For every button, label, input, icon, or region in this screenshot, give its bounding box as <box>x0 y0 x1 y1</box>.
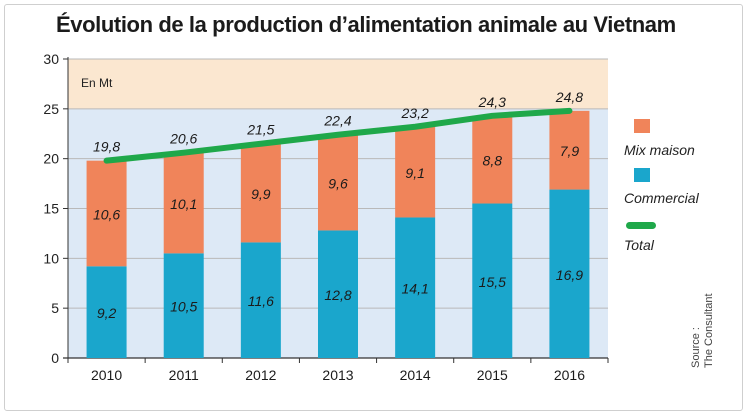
data-label-total: 24,8 <box>555 89 583 105</box>
bar-commercial <box>549 189 590 358</box>
data-label-commercial: 11,6 <box>248 293 274 309</box>
data-label-commercial: 12,8 <box>324 287 351 303</box>
data-label-total: 22,4 <box>323 113 351 129</box>
source-line-2: The Consultant <box>703 293 715 368</box>
y-tick-label: 0 <box>51 350 59 366</box>
y-tick-label: 5 <box>51 300 59 316</box>
chart-title: Évolution de la production d’alimentatio… <box>56 12 676 37</box>
legend-label-commercial: Commercial <box>624 190 699 206</box>
data-label-mix-maison: 9,6 <box>328 176 348 192</box>
x-tick-label: 2015 <box>477 367 508 383</box>
y-tick-label: 10 <box>43 250 59 266</box>
bar-mix-maison <box>86 160 127 267</box>
bar-commercial <box>240 242 281 358</box>
y-tick-label: 20 <box>43 151 59 167</box>
legend-swatch-mix-maison <box>634 119 650 133</box>
data-label-mix-maison: 10,6 <box>93 206 120 222</box>
data-label-commercial: 15,5 <box>479 274 506 290</box>
bar-mix-maison <box>163 152 204 254</box>
data-label-mix-maison: 9,9 <box>251 186 271 202</box>
bar-mix-maison <box>318 134 358 231</box>
x-tick-label: 2014 <box>400 367 431 383</box>
data-label-total: 24,3 <box>478 94 506 110</box>
legend-line-total <box>626 222 656 229</box>
source-note: Source : The Consultant <box>690 293 716 368</box>
bar-commercial <box>318 230 358 358</box>
data-label-mix-maison: 10,1 <box>170 196 197 212</box>
data-label-commercial: 10,5 <box>170 299 197 315</box>
legend-label-mix-maison: Mix maison <box>624 142 695 158</box>
x-tick-label: 2011 <box>169 367 199 383</box>
unit-label: En Mt <box>81 76 113 90</box>
data-label-total: 23,2 <box>401 105 429 121</box>
y-tick-label: 15 <box>43 201 59 217</box>
legend-label-total: Total <box>624 237 654 253</box>
data-label-total: 19,8 <box>93 139 120 155</box>
data-label-mix-maison: 7,9 <box>560 143 580 159</box>
data-label-commercial: 9,2 <box>97 305 117 321</box>
data-label-total: 21,5 <box>246 122 274 138</box>
data-label-commercial: 14,1 <box>402 281 429 297</box>
bar-commercial <box>472 203 513 358</box>
bar-commercial <box>395 217 436 358</box>
bar-mix-maison <box>395 126 436 218</box>
data-label-mix-maison: 8,8 <box>483 153 503 169</box>
plot-background-upper <box>68 59 608 109</box>
legend-swatch-commercial <box>634 168 650 182</box>
x-tick-label: 2013 <box>322 367 353 383</box>
x-tick-label: 2010 <box>91 367 122 383</box>
bar-mix-maison <box>240 143 281 243</box>
bar-commercial <box>163 253 204 358</box>
line-total <box>103 107 573 164</box>
data-label-total: 20,6 <box>169 131 197 147</box>
bar-mix-maison <box>472 115 513 204</box>
x-tick-label: 2016 <box>554 367 585 383</box>
bar-commercial <box>86 266 127 358</box>
data-label-mix-maison: 9,1 <box>405 165 424 181</box>
data-label-commercial: 16,9 <box>556 267 583 283</box>
x-tick-label: 2012 <box>245 367 276 383</box>
y-tick-label: 30 <box>43 51 59 67</box>
source-line-1: Source : <box>690 327 702 368</box>
bar-mix-maison <box>549 110 590 190</box>
y-tick-label: 25 <box>43 101 59 117</box>
